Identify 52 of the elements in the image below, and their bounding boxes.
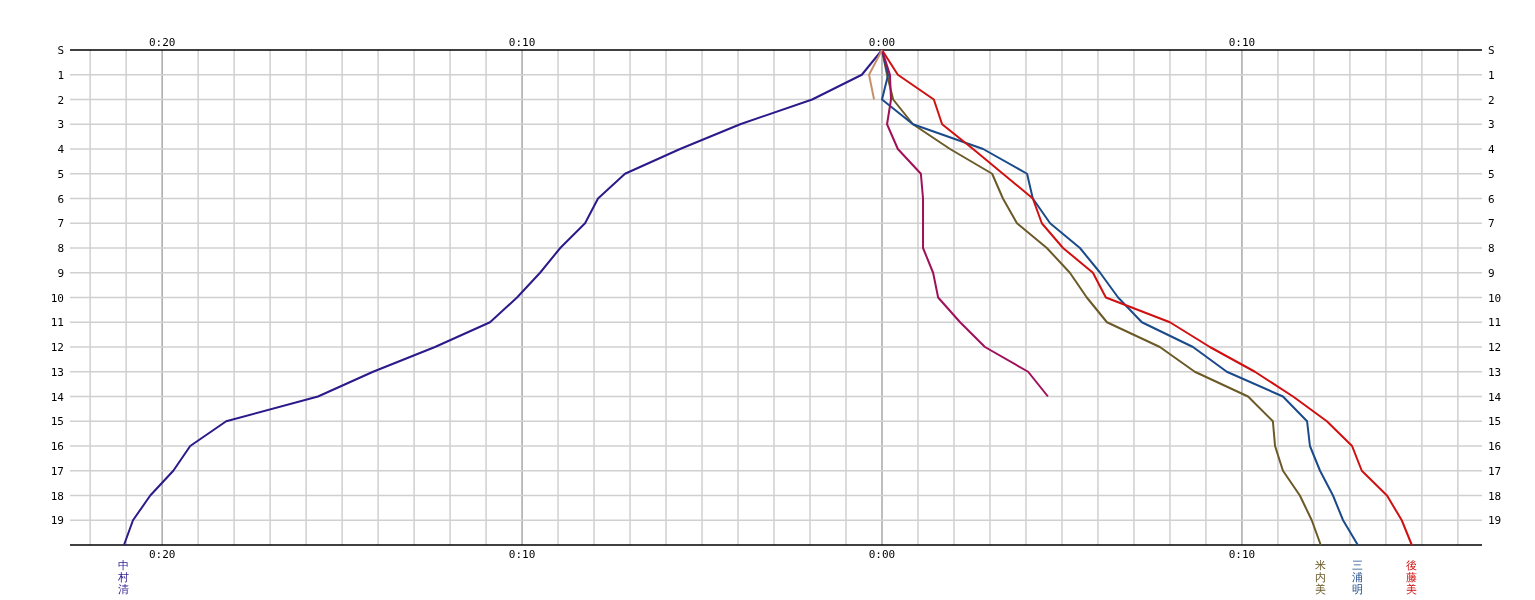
category-label: 11 <box>50 316 64 330</box>
y-tick-label: 8 <box>1488 242 1495 255</box>
x2-tick-label: 0:10 <box>1228 36 1256 49</box>
y-tick-label: 2 <box>1488 93 1495 107</box>
y-tick-label: 9 <box>1488 266 1495 280</box>
category-label: 9 <box>57 266 64 280</box>
category-label: 4 <box>57 143 64 156</box>
y-tick-label: 10 <box>1488 291 1502 305</box>
x-tick-label: 0:10 <box>1228 548 1256 561</box>
x2-tick-label: 0:10 <box>508 36 536 49</box>
category-label: 17 <box>50 464 64 478</box>
category-label: S <box>57 44 64 57</box>
category-label: 18 <box>50 489 64 503</box>
y-tick-label: 18 <box>1488 489 1502 503</box>
y-tick-label: 1 <box>1488 68 1495 82</box>
x2-tick-label: 0:20 <box>148 36 176 49</box>
category-label: 3 <box>57 118 64 132</box>
y-tick-label: 19 <box>1488 514 1502 528</box>
y-tick-label: 4 <box>1488 143 1495 156</box>
y-tick-label: 5 <box>1488 167 1495 181</box>
series-label: 米内美 <box>1315 559 1327 596</box>
y-tick-label: 11 <box>1488 316 1502 330</box>
series-label: 後藤美 <box>1406 559 1418 596</box>
y-tick-label: 15 <box>1488 415 1502 429</box>
y-tick-label: 16 <box>1488 440 1502 453</box>
category-label: 14 <box>50 390 64 404</box>
y-tick-label: 3 <box>1488 118 1495 132</box>
x2-tick-label: 0:00 <box>868 36 896 49</box>
x-tick-label: 0:20 <box>148 548 176 561</box>
y-tick-label: 14 <box>1488 390 1502 404</box>
y-tick-label: 13 <box>1488 365 1502 379</box>
y-tick-label: S <box>1488 44 1495 57</box>
series-label: 三浦明 <box>1352 559 1364 596</box>
x-tick-label: 0:00 <box>868 548 896 561</box>
category-label: 19 <box>50 514 64 528</box>
category-label: 7 <box>57 217 64 231</box>
y-tick-label: 12 <box>1488 341 1502 354</box>
x-tick-label: 0:10 <box>508 548 536 561</box>
category-label: 10 <box>50 291 64 305</box>
category-label: 12 <box>50 341 64 354</box>
y-tick-label: 6 <box>1488 192 1495 206</box>
series-label: 中村清 <box>117 559 130 596</box>
category-label: 5 <box>57 167 64 181</box>
category-label: 16 <box>50 440 64 453</box>
category-label: 8 <box>57 242 64 255</box>
category-label: 2 <box>57 93 64 107</box>
category-label: 1 <box>57 68 64 82</box>
y-tick-label: 17 <box>1488 464 1502 478</box>
category-label: 13 <box>50 365 64 379</box>
category-label: 6 <box>57 192 64 206</box>
category-label: 15 <box>50 415 64 429</box>
y-tick-label: 7 <box>1488 217 1495 231</box>
